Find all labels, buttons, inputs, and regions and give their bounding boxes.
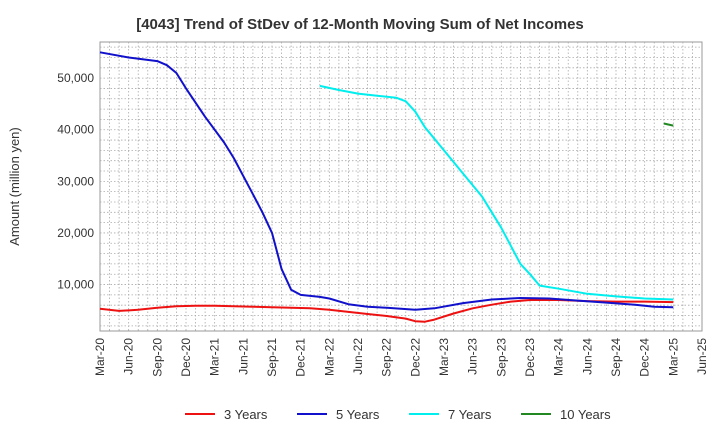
x-tick-label: Jun-22 — [351, 338, 365, 375]
x-tick-label: Dec-22 — [408, 338, 422, 377]
legend-label: 7 Years — [448, 407, 492, 422]
axes: 10,000 20,000 30,000 40,000 50,000 Mar-20 Jun-… — [7, 71, 709, 377]
x-tick-label: Jun-20 — [122, 338, 136, 375]
x-tick-label: Mar-21 — [208, 338, 222, 376]
x-tick-label: Mar-25 — [666, 338, 680, 376]
x-tick-label: Jun-21 — [236, 338, 250, 375]
legend-label: 3 Years — [224, 407, 268, 422]
y-tick-label: 20,000 — [57, 226, 94, 240]
series-line-3-years — [99, 299, 674, 323]
grid — [99, 41, 703, 332]
y-tick-label: 10,000 — [57, 278, 94, 292]
y-tick-label: 50,000 — [57, 71, 94, 85]
series-line-5-years — [99, 51, 674, 311]
legend-label: 10 Years — [560, 407, 611, 422]
y-tick-label: 40,000 — [57, 123, 94, 137]
x-tick-label: Sep-20 — [150, 338, 164, 377]
x-tick-label: Mar-23 — [437, 338, 451, 376]
x-tick-label: Mar-24 — [552, 338, 566, 376]
series-line-7-years — [319, 84, 674, 301]
x-tick-label: Dec-21 — [294, 338, 308, 377]
chart-title: [4043] Trend of StDev of 12-Month Moving… — [136, 16, 584, 33]
y-axis-title: Amount (million yen) — [7, 127, 22, 246]
x-tick-label: Dec-20 — [179, 338, 193, 377]
x-tick-label: Sep-21 — [265, 338, 279, 377]
x-tick-label: Mar-22 — [322, 338, 336, 376]
x-tick-label: Dec-23 — [523, 338, 537, 377]
y-tick-label: 30,000 — [57, 174, 94, 188]
x-tick-label: Jun-24 — [580, 338, 594, 375]
legend: 3 Years 5 Years 7 Years 10 Years — [185, 407, 611, 422]
series-line-10-years — [663, 122, 674, 127]
x-tick-label: Dec-24 — [638, 338, 652, 377]
x-tick-label: Mar-20 — [93, 338, 107, 376]
x-tick-label: Jun-25 — [695, 338, 709, 375]
x-tick-label: Jun-23 — [466, 338, 480, 375]
legend-label: 5 Years — [336, 407, 380, 422]
x-tick-label: Sep-22 — [380, 338, 394, 377]
series — [99, 51, 674, 323]
x-tick-label: Sep-23 — [494, 338, 508, 377]
plot-area — [99, 41, 703, 332]
x-tick-label: Sep-24 — [609, 338, 623, 377]
